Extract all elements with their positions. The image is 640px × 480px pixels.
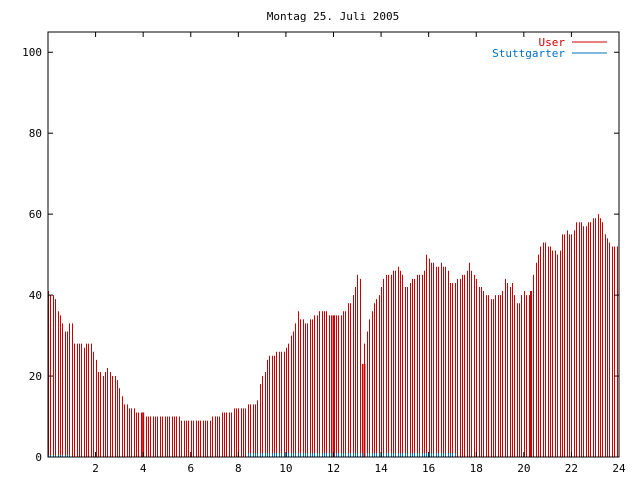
- highlight-bar: [142, 412, 145, 457]
- x-tick-label: 12: [327, 462, 340, 475]
- x-tick-label: 6: [187, 462, 194, 475]
- legend-label: Stuttgarter: [492, 47, 565, 60]
- highlight-bar: [332, 315, 335, 457]
- x-tick-label: 20: [517, 462, 530, 475]
- y-tick-label: 100: [22, 46, 42, 59]
- x-tick-label: 16: [422, 462, 435, 475]
- x-tick-label: 22: [565, 462, 578, 475]
- y-tick-label: 20: [29, 370, 42, 383]
- y-tick-label: 0: [35, 451, 42, 464]
- legend-label: User: [539, 36, 566, 49]
- y-tick-label: 60: [29, 208, 42, 221]
- highlight-bar: [529, 291, 532, 457]
- x-tick-label: 2: [92, 462, 99, 475]
- y-tick-label: 80: [29, 127, 42, 140]
- x-tick-label: 18: [470, 462, 483, 475]
- chart-title: Montag 25. Juli 2005: [267, 10, 399, 23]
- y-tick-label: 40: [29, 289, 42, 302]
- x-tick-label: 24: [612, 462, 626, 475]
- x-tick-label: 14: [374, 462, 388, 475]
- x-tick-label: 4: [140, 462, 147, 475]
- x-tick-label: 10: [279, 462, 292, 475]
- x-tick-label: 8: [235, 462, 242, 475]
- highlight-bar: [363, 363, 366, 457]
